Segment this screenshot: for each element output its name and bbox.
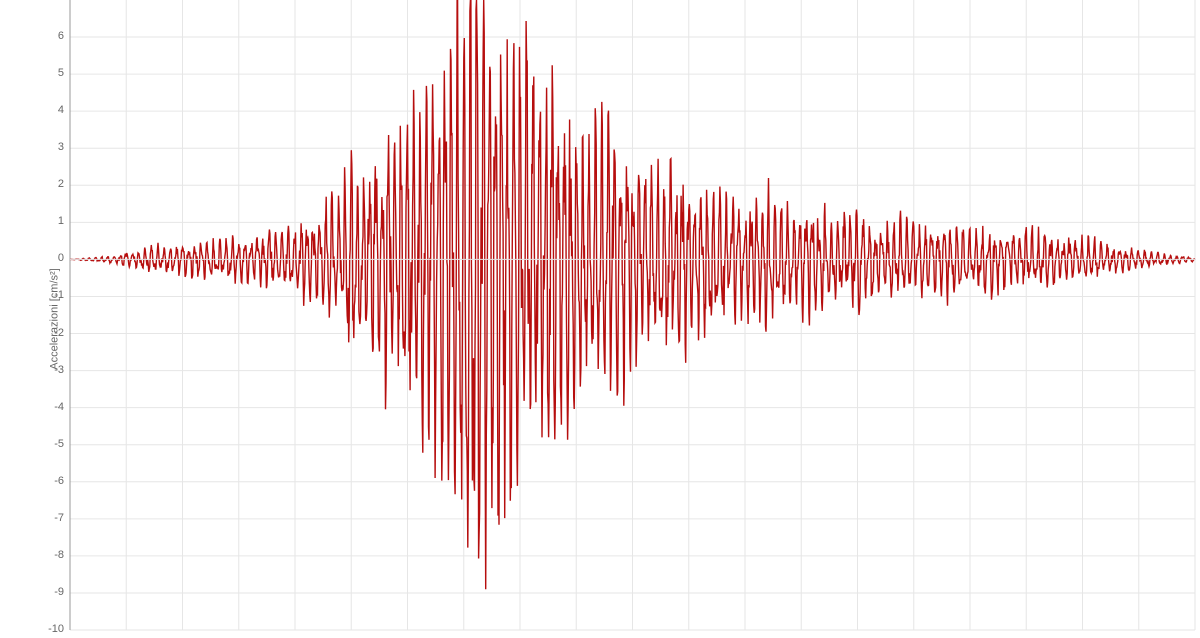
y-tick: -4 — [36, 401, 64, 413]
chart-svg — [0, 0, 1200, 638]
y-tick: -10 — [36, 623, 64, 635]
y-tick: -8 — [36, 549, 64, 561]
y-tick: -1 — [36, 289, 64, 301]
y-tick: -9 — [36, 586, 64, 598]
y-tick: -6 — [36, 475, 64, 487]
y-tick: -2 — [36, 327, 64, 339]
y-tick: 0 — [36, 252, 64, 264]
y-tick: -5 — [36, 438, 64, 450]
y-tick: -7 — [36, 512, 64, 524]
y-tick: 2 — [36, 178, 64, 190]
y-tick: 5 — [36, 67, 64, 79]
y-tick: 4 — [36, 104, 64, 116]
seismograph-chart: Accelerazioni [cm/s²] -10-9-8-7-6-5-4-3-… — [0, 0, 1200, 638]
y-tick: 6 — [36, 30, 64, 42]
y-tick: -3 — [36, 364, 64, 376]
y-tick: 3 — [36, 141, 64, 153]
y-tick: 1 — [36, 215, 64, 227]
